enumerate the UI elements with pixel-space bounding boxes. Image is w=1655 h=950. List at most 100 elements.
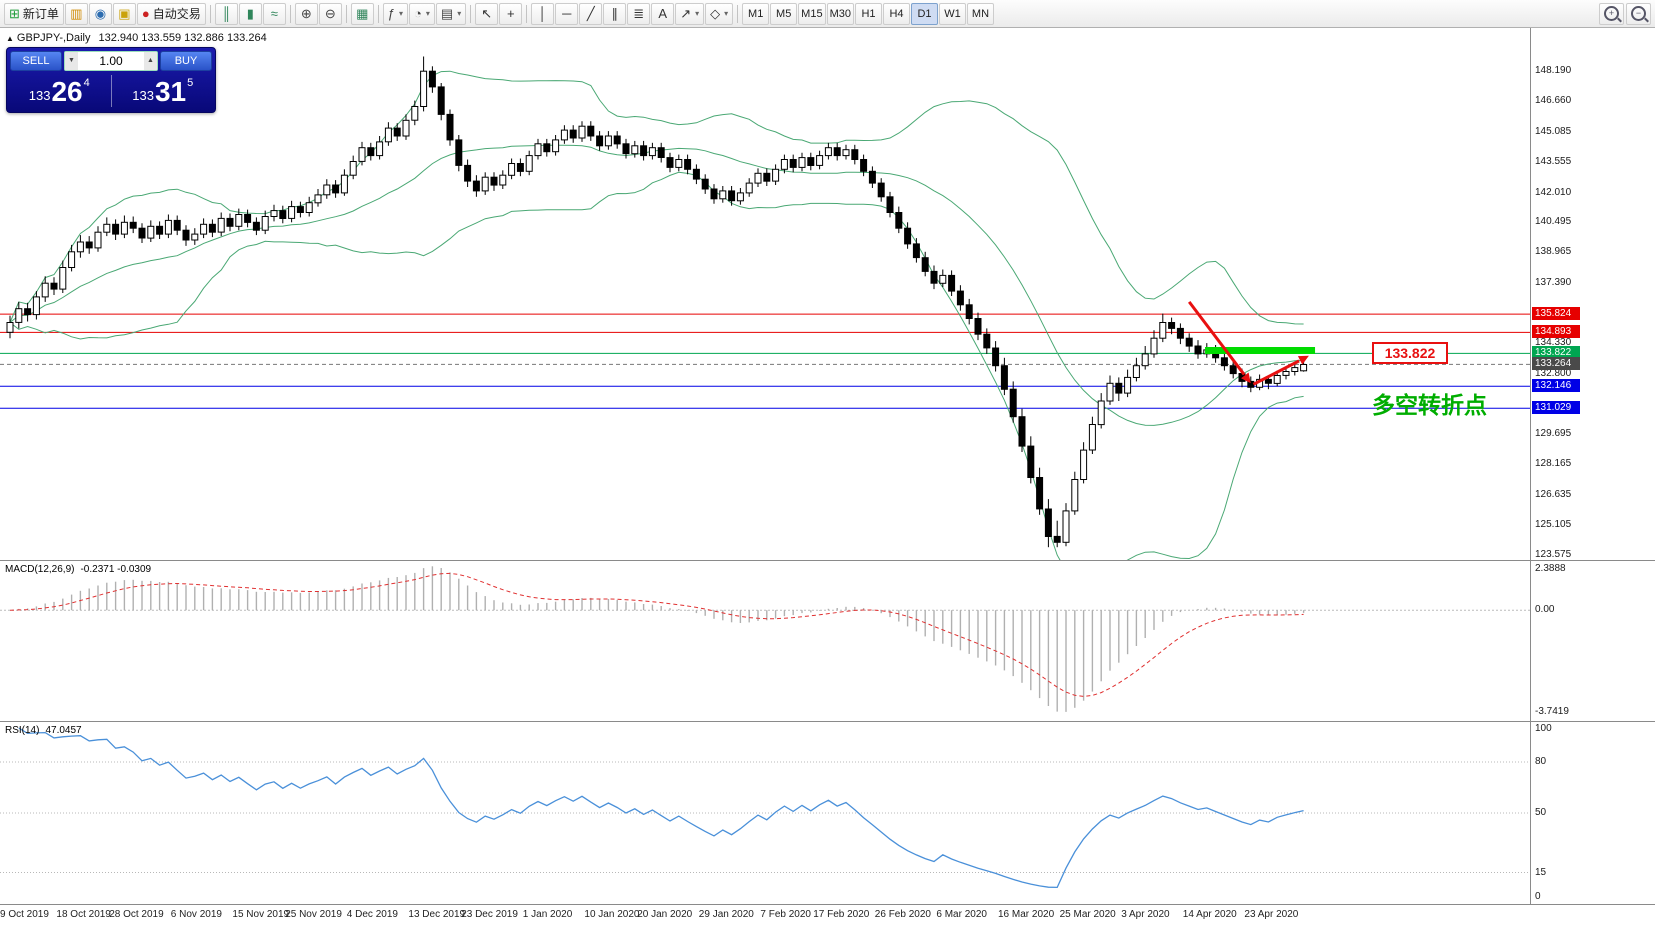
- arrows-button[interactable]: ↗ ▾: [675, 2, 705, 25]
- price-annotation-label[interactable]: 133.822: [1372, 342, 1448, 365]
- new-order-button[interactable]: ⊞ 新订单: [4, 2, 64, 25]
- time-axis-label: 28 Oct 2019: [109, 909, 164, 920]
- zoom-out-icon: ⊖: [324, 6, 336, 21]
- timeframe-h4-button[interactable]: H4: [882, 2, 910, 25]
- channel-button[interactable]: ∥: [603, 2, 627, 25]
- volume-down-button[interactable]: ▼: [65, 52, 78, 70]
- rsi-axis[interactable]: 100 80 50 15 0: [1530, 722, 1655, 904]
- macd-axis[interactable]: 2.3888 0.00 -3.7419: [1530, 561, 1655, 721]
- macd-name: MACD(12,26,9): [5, 564, 75, 575]
- toolbar: ⊞ 新订单 ▥ ◉ ▣ ● 自动交易 ║ ▮ ≈ ⊕ ⊖ ▦ ƒ ▾ ◔ ▾ ▤ ▾ ↖ + │ ─ ╱ ∥ ≣ A ↗ ▾ ◇ ▾ M1 M5…: [0, 0, 1655, 28]
- cursor-button[interactable]: ↖: [475, 2, 499, 25]
- chevron-down-icon: ▾: [724, 9, 729, 18]
- text-button[interactable]: A: [651, 2, 675, 25]
- macd-plot[interactable]: [0, 561, 1530, 720]
- time-axis-label: 13 Dec 2019: [408, 909, 466, 920]
- timeframe-w1-button[interactable]: W1: [938, 2, 966, 25]
- down-arrow-head[interactable]: [1241, 372, 1251, 384]
- horizontal-lines-layer[interactable]: [0, 313, 1530, 409]
- symbol-marker-icon: ▲: [6, 34, 14, 43]
- volume-control[interactable]: ▼ 1.00 ▲: [64, 51, 158, 71]
- sell-button[interactable]: SELL: [10, 51, 62, 71]
- terminal-button[interactable]: ▣: [112, 2, 136, 25]
- timeframe-m30-button-label: M30: [829, 7, 851, 20]
- buy-price-display[interactable]: 133 31 5: [114, 73, 213, 109]
- vertical-line-button[interactable]: │: [531, 2, 555, 25]
- timeframe-h1-button[interactable]: H1: [854, 2, 882, 25]
- auto-trading-button[interactable]: ● 自动交易: [136, 2, 206, 25]
- fibonacci-button[interactable]: ≣: [627, 2, 651, 25]
- timeframe-w1-button-label: W1: [944, 7, 961, 20]
- fibonacci-icon: ≣: [633, 6, 645, 21]
- time-axis-label: 15 Nov 2019: [232, 909, 290, 920]
- bollinger-lower-band: [9, 171, 1304, 560]
- up-arrow-head[interactable]: [1297, 355, 1309, 365]
- rsi-pane[interactable]: 100 80 50 15 0 RSI(14) 47.0457: [0, 721, 1655, 904]
- price-axis[interactable]: 148.190 146.660 145.085 143.555 142.010 140.4…: [1530, 28, 1655, 560]
- time-axis[interactable]: 9 Oct 2019 18 Oct 2019 28 Oct 2019 6 Nov 20…: [0, 904, 1655, 950]
- auto-trading-icon: ●: [141, 6, 150, 21]
- sell-price-display[interactable]: 133 26 4: [10, 73, 109, 109]
- timeframe-m30-button[interactable]: M30: [826, 2, 854, 25]
- periods-icon: ◔: [414, 6, 422, 21]
- rsi-value: 47.0457: [45, 725, 82, 736]
- tile-windows-icon: ▦: [356, 6, 369, 21]
- line-chart-button[interactable]: ≈: [262, 2, 286, 25]
- templates-button[interactable]: ▤ ▾: [435, 2, 467, 25]
- time-axis-label: 23 Dec 2019: [461, 909, 518, 920]
- periods-button[interactable]: ◔ ▾: [409, 2, 435, 25]
- main-chart-plot[interactable]: [0, 28, 1530, 560]
- chart-window-button[interactable]: ▥: [64, 2, 88, 25]
- chevron-down-icon: ▾: [695, 9, 700, 18]
- time-axis-label: 9 Oct 2019: [0, 909, 49, 920]
- horizontal-line-button[interactable]: ─: [555, 2, 579, 25]
- toolbar-separator: [209, 4, 211, 23]
- line-chart-icon: ≈: [270, 6, 278, 21]
- macd-axis-max: 2.3888: [1535, 563, 1566, 574]
- rsi-axis-label: 80: [1535, 756, 1547, 767]
- main-chart-pane[interactable]: 148.190 146.660 145.085 143.555 142.010 140.4…: [0, 28, 1655, 560]
- macd-pane[interactable]: 2.3888 0.00 -3.7419 MACD(12,26,9) -0.2371 -…: [0, 560, 1655, 721]
- toolbar-separator: [289, 4, 291, 23]
- chevron-down-icon: ▾: [399, 9, 404, 18]
- timeframe-m5-button-label: M5: [776, 7, 792, 20]
- timeframe-d1-button-label: D1: [917, 7, 932, 20]
- timeframe-mn-button[interactable]: MN: [966, 2, 994, 25]
- timeframe-m5-button[interactable]: M5: [770, 2, 798, 25]
- turning-point-text[interactable]: 多空转折点: [1372, 391, 1487, 418]
- magnifier-minus-icon: −: [1631, 6, 1646, 21]
- down-arrow-shaft[interactable]: [1188, 300, 1246, 376]
- candlestick-button[interactable]: ▮: [238, 2, 262, 25]
- profiles-button[interactable]: ◉: [88, 2, 112, 25]
- crosshair-button[interactable]: +: [499, 2, 523, 25]
- volume-up-button[interactable]: ▲: [144, 52, 157, 70]
- magnifier-plus-button[interactable]: +: [1599, 2, 1624, 25]
- price-axis-label: 143.555: [1535, 156, 1572, 168]
- timeframe-d1-button[interactable]: D1: [910, 2, 938, 25]
- rsi-plot[interactable]: [0, 722, 1530, 904]
- indicators-button[interactable]: ƒ ▾: [382, 2, 409, 25]
- up-arrow-shaft[interactable]: [1252, 359, 1300, 386]
- time-axis-label: 23 Apr 2020: [1244, 909, 1299, 920]
- shapes-button[interactable]: ◇ ▾: [705, 2, 734, 25]
- price-axis-label: 129.695: [1535, 428, 1572, 440]
- price-badge: 133.822: [1532, 346, 1580, 360]
- zoom-in-button[interactable]: ⊕: [294, 2, 318, 25]
- tile-windows-button[interactable]: ▦: [350, 2, 374, 25]
- magnifier-minus-button[interactable]: −: [1626, 2, 1651, 25]
- indicators-icon: ƒ: [387, 6, 396, 21]
- symbol-title: GBPJPY-,Daily: [16, 32, 91, 44]
- new-order-button-label: 新订单: [22, 7, 59, 21]
- zoom-out-button[interactable]: ⊖: [318, 2, 342, 25]
- buy-button[interactable]: BUY: [160, 51, 212, 71]
- timeframe-h4-button-label: H4: [889, 7, 904, 20]
- volume-input[interactable]: 1.00: [99, 54, 123, 68]
- price-axis-label: 123.575: [1535, 548, 1572, 560]
- timeframe-mn-button-label: MN: [971, 7, 990, 20]
- trendline-button[interactable]: ╱: [579, 2, 603, 25]
- timeframe-m1-button[interactable]: M1: [742, 2, 770, 25]
- time-axis-label: 7 Feb 2020: [760, 909, 811, 920]
- cursor-icon: ↖: [481, 6, 493, 21]
- timeframe-m15-button[interactable]: M15: [798, 2, 826, 25]
- bar-chart-button[interactable]: ║: [214, 2, 238, 25]
